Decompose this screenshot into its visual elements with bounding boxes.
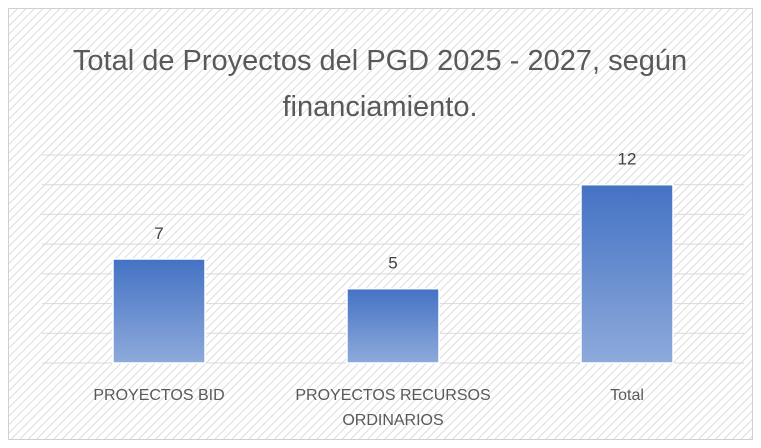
bar: [580, 183, 674, 364]
bar: [112, 258, 206, 364]
x-tick-label: PROYECTOS RECURSOS ORDINARIOS: [295, 387, 491, 429]
bar: [346, 287, 440, 364]
x-tick-label: PROYECTOS BID: [93, 387, 225, 404]
data-label: 7: [154, 224, 163, 243]
data-label: 12: [618, 150, 637, 169]
chart-title: Total de Proyectos del PGD 2025 - 2027, …: [72, 45, 688, 123]
data-label: 5: [388, 254, 397, 273]
x-tick-label: Total: [610, 387, 644, 404]
